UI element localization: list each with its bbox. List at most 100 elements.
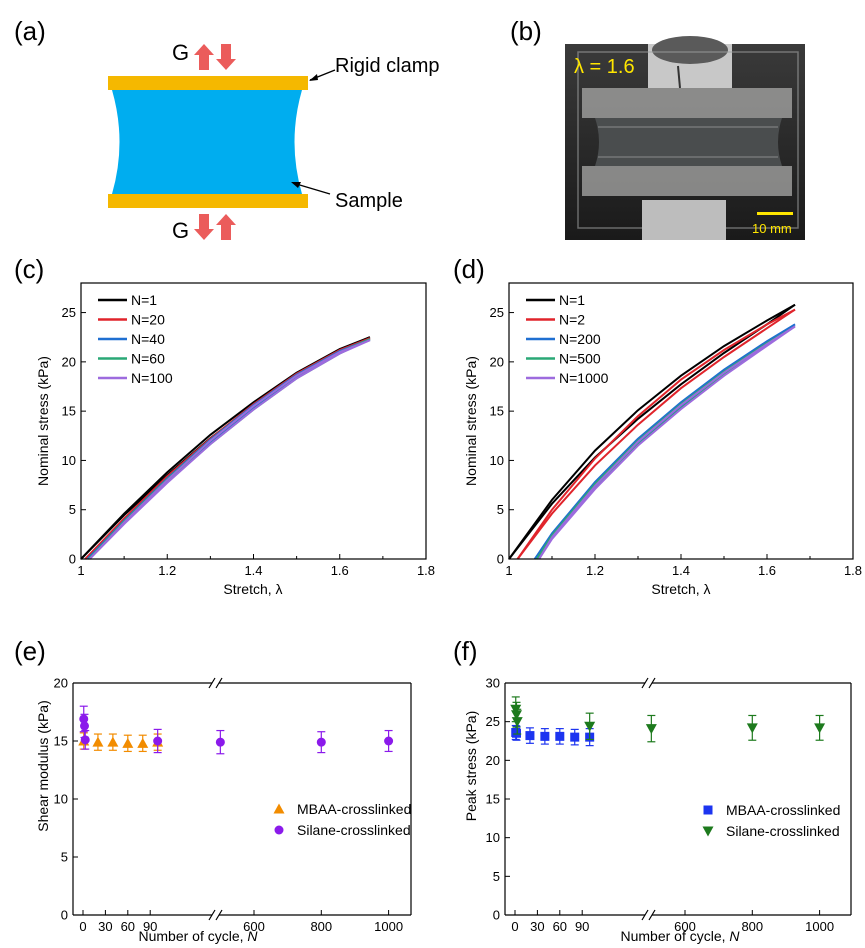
series-unload-line [538,325,796,560]
x-tick-label: 1.2 [586,563,604,578]
series-unload-line [516,308,796,560]
sample-photo: λ = 1.6 10 mm [565,36,805,240]
axis-break-mark [641,677,649,689]
legend-label: MBAA-crosslinked [297,801,411,817]
y-tick-label: 10 [486,830,500,845]
panel-b: (b) λ = 1.6 10 mm [510,16,805,240]
y-tick-label: 5 [61,850,68,865]
data-point [80,735,90,745]
y-tick-label: 30 [486,676,500,691]
bottom-clamp [108,194,308,208]
y-tick-label: 20 [490,354,504,369]
y-tick-label: 10 [54,792,68,807]
panel-b-label: (b) [510,16,542,46]
legend-label: N=60 [131,351,165,367]
y-tick-label: 5 [493,869,500,884]
g-top-label: G [172,40,189,65]
data-point [525,731,535,741]
series-unload-line [88,339,371,560]
series-unload-line [86,338,371,560]
panel-d-label: (d) [453,254,485,284]
series-line-n-40 [86,338,371,560]
legend-label: N=1 [559,292,585,308]
panel-f: (f) 0 5 10 15 20 25 30 0 30 60 90 600 800 1000 MBAA-c… [453,636,852,944]
y-tick-label: 25 [486,714,500,729]
scale-bar-label: 10 mm [752,221,792,236]
panel-e: (e) 0 5 10 15 20 0 30 60 90 600 800 1000 MBAA-cross… [14,636,412,944]
y-axis-label-e: Shear modulus (kPa) [35,700,51,832]
y-tick-label: 0 [497,552,504,567]
series-line-n-2 [516,308,796,560]
data-point [511,717,523,728]
top-shear-arrows-icon [194,44,236,70]
x-axis-label-c: Stretch, λ [223,581,282,597]
x-tick-label: 90 [575,919,589,934]
data-point [702,826,714,837]
legend-label: N=1000 [559,370,609,386]
y-tick-label: 20 [54,676,68,691]
y-tick-label: 25 [62,305,76,320]
axis-break-mark [215,909,223,921]
y-tick-label: 5 [69,502,76,517]
legend-label: MBAA-crosslinked [726,802,840,818]
y-axis-label-c: Nominal stress (kPa) [35,356,51,486]
legend-label: Silane-crosslinked [297,822,411,838]
x-tick-label: 800 [741,919,763,934]
y-tick-label: 25 [490,305,504,320]
x-tick-label: 800 [310,919,332,934]
y-tick-label: 0 [69,552,76,567]
x-tick-label: 1000 [805,919,834,934]
data-point [584,721,596,732]
axis-break-mark [648,677,656,689]
y-tick-label: 15 [62,404,76,419]
y-tick-label: 10 [490,453,504,468]
x-tick-label: 1.4 [244,563,262,578]
data-point [316,737,326,747]
data-point [92,736,104,747]
legend-label: N=500 [559,351,601,367]
x-axis-label-f: Number of cycle, N [620,928,740,944]
data-point [814,723,826,734]
data-point [215,737,225,747]
x-axis-label-e: Number of cycle, N [138,928,258,944]
x-tick-label: 600 [243,919,265,934]
scale-bar [757,212,793,215]
x-tick-label: 0 [511,919,518,934]
x-tick-label: 1000 [374,919,403,934]
panel-c: (c) 1 1.2 1.4 1.6 1.8 0 5 10 15 20 25 N=1 N=20 N=40 N… [14,254,435,597]
y-tick-label: 0 [493,908,500,923]
data-point [511,728,521,738]
panel-f-label: (f) [453,636,478,666]
series-line-n-20 [84,337,371,560]
axis-break-mark [215,677,223,689]
sample-label: Sample [335,190,403,212]
axis-break-mark [208,909,216,921]
x-tick-label: 1.8 [844,563,862,578]
x-tick-label: 1.2 [158,563,176,578]
series-line-n-1 [508,303,796,560]
g-bottom-label: G [172,218,189,243]
stretch-ratio-label: λ = 1.6 [574,56,635,78]
x-tick-label: 1.6 [758,563,776,578]
y-tick-label: 0 [61,908,68,923]
legend-label: N=40 [131,331,165,347]
y-tick-label: 15 [486,792,500,807]
x-tick-label: 600 [674,919,696,934]
data-point [107,736,119,747]
legend-label: N=100 [131,370,173,386]
legend-label: Silane-crosslinked [726,823,840,839]
x-axis-label-d: Stretch, λ [651,581,710,597]
y-tick-label: 20 [486,753,500,768]
data-point [153,736,163,746]
x-tick-label: 0 [79,919,86,934]
y-tick-label: 20 [62,354,76,369]
data-point [703,805,713,815]
x-tick-label: 90 [143,919,157,934]
legend-label: N=20 [131,312,165,328]
axis-break-mark [208,677,216,689]
series-line-n-200 [533,323,796,560]
data-point [137,737,149,748]
x-tick-label: 30 [98,919,112,934]
data-point [122,737,134,748]
x-tick-label: 1 [77,563,84,578]
